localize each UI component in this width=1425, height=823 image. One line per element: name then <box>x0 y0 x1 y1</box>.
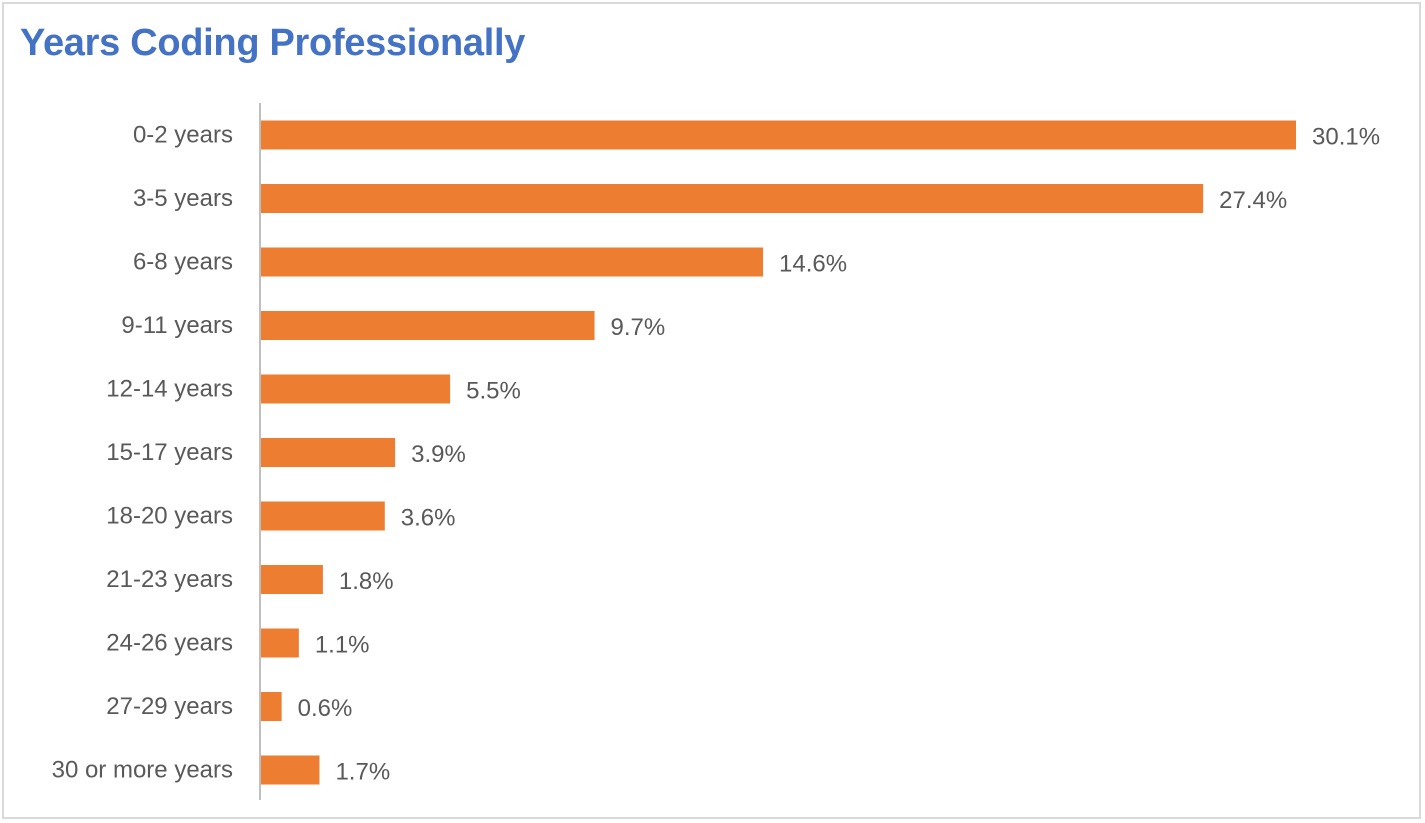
category-label: 18-20 years <box>106 503 233 530</box>
data-labels: 30.1% 27.4% 14.6% 9.7% 5.5% 3.9% 3.6% 1.8% 1.1% 0… <box>298 124 1380 786</box>
data-label: 0.6% <box>298 695 353 722</box>
category-label: 24-26 years <box>106 630 233 657</box>
category-label: 21-23 years <box>106 566 233 593</box>
data-label: 3.6% <box>401 505 456 532</box>
data-label: 27.4% <box>1219 187 1287 214</box>
bar <box>261 311 595 340</box>
data-label: 30.1% <box>1312 124 1380 151</box>
category-label: 27-29 years <box>106 693 233 720</box>
data-label: 14.6% <box>779 251 847 278</box>
data-label: 1.8% <box>339 568 394 595</box>
data-label: 1.1% <box>315 632 370 659</box>
bar <box>261 628 299 658</box>
bar <box>261 692 282 721</box>
category-label: 0-2 years <box>133 122 233 149</box>
bar <box>261 247 764 277</box>
category-label: 30 or more years <box>52 757 233 784</box>
bar <box>261 755 320 785</box>
category-label: 15-17 years <box>106 439 233 466</box>
category-label: 6-8 years <box>133 249 233 276</box>
data-label: 1.7% <box>335 759 390 786</box>
bar <box>261 184 1204 213</box>
bar <box>261 374 451 404</box>
data-label: 9.7% <box>611 314 666 341</box>
data-label: 3.9% <box>411 441 466 468</box>
category-label: 3-5 years <box>133 185 233 212</box>
data-label: 5.5% <box>466 378 521 405</box>
category-labels: 0-2 years 3-5 years 6-8 years 9-11 years 12-… <box>52 122 233 784</box>
category-label: 9-11 years <box>121 312 233 339</box>
bar <box>261 438 396 467</box>
bar <box>261 120 1296 150</box>
category-label: 12-14 years <box>106 376 233 403</box>
chart-title: Years Coding Professionally <box>20 22 526 64</box>
bar <box>261 565 323 594</box>
bar <box>261 501 385 531</box>
bars <box>261 120 1296 785</box>
